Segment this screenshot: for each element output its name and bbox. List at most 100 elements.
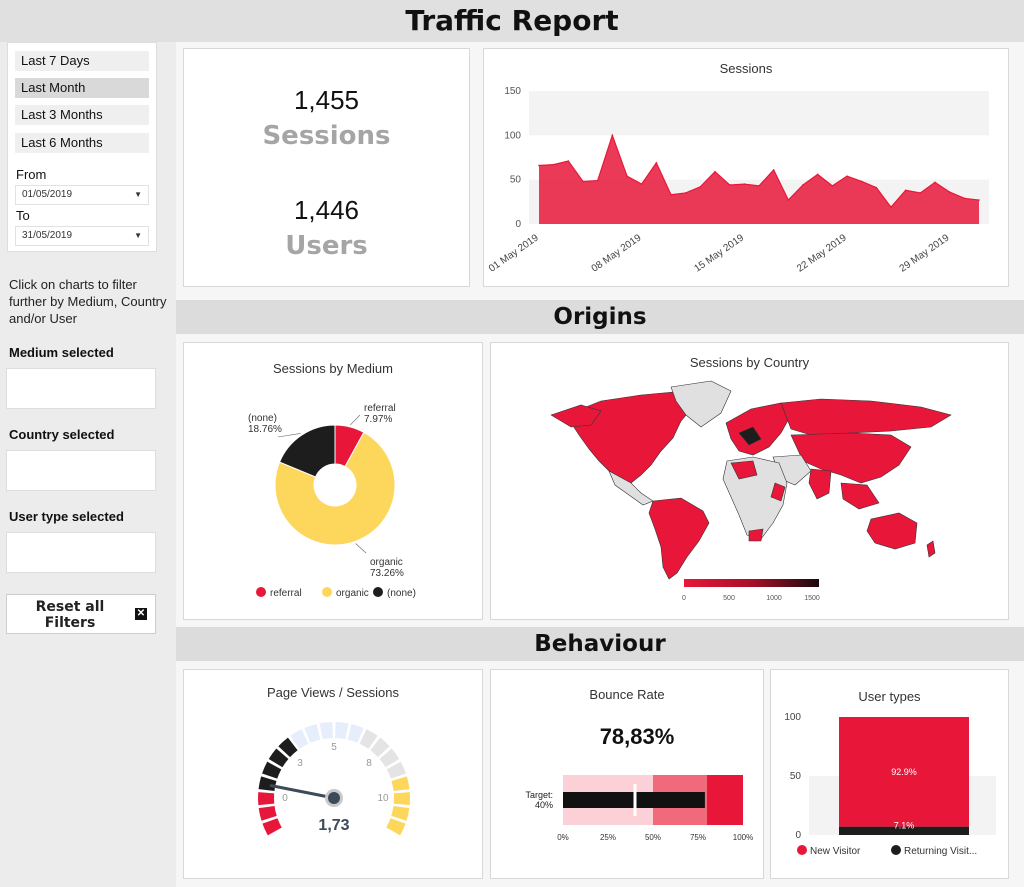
- country-chart-title: Sessions by Country: [689, 355, 810, 370]
- map-region-southeast-asia: [840, 482, 880, 510]
- gauge-segment: [258, 805, 277, 821]
- filter-sidebar: Last 7 Days Last Month Last 3 Months Las…: [0, 42, 176, 887]
- colorbar-tick-1500: 1500: [804, 595, 820, 602]
- y-tick-label: 150: [504, 86, 521, 97]
- legend-label: (none): [387, 588, 416, 599]
- map-region-south-africa: [748, 528, 764, 542]
- medium-selected-box: [6, 368, 156, 409]
- report-header: Traffic Report: [0, 0, 1024, 42]
- country-map-card[interactable]: Sessions by Country: [490, 342, 1009, 620]
- gauge-tick-label: 0: [282, 793, 288, 804]
- medium-chart-title: Sessions by Medium: [273, 361, 393, 376]
- donut-label-percent: 18.76%: [248, 424, 282, 435]
- map-region-asia: [790, 432, 912, 484]
- sessions-value: 1,455: [293, 85, 360, 115]
- gauge-hub: [328, 792, 340, 804]
- country-selected-label: Country selected: [9, 427, 115, 442]
- colorbar-tick-1000: 1000: [766, 595, 782, 602]
- gauge-segment: [258, 776, 277, 791]
- bullet-target-label: Target:: [525, 790, 553, 800]
- origins-title: Origins: [553, 304, 647, 330]
- sessions-point: [846, 175, 848, 177]
- gauge-segment: [391, 805, 410, 821]
- gauge-segment: [370, 737, 390, 758]
- sessions-area-chart[interactable]: 0 50 100 150 01 May 2019 08 May 2019 15 May 20…: [484, 49, 1010, 288]
- y-tick-label: 0: [515, 219, 521, 230]
- pageviews-gauge-card[interactable]: Page Views / Sessions 0 3 5 8 10 1,73: [183, 669, 483, 879]
- origins-section-header: Origins: [176, 300, 1024, 334]
- user-types-stacked-bar[interactable]: 0 50 100 92.9% 7.1% New Visitor Returning Visi…: [771, 670, 1010, 880]
- sessions-point: [904, 189, 907, 192]
- range-last-7-days-button[interactable]: Last 7 Days: [15, 51, 149, 71]
- bounce-rate-bullet[interactable]: 78,83% Target:40% 0% 25% 50% 75% 100%: [491, 670, 765, 880]
- page-title: Traffic Report: [405, 4, 619, 37]
- medium-chart-card[interactable]: Sessions by Medium referral 7.97% organic 7…: [183, 342, 483, 620]
- bullet-band-high: [707, 775, 743, 825]
- y-tick-label: 50: [510, 175, 522, 186]
- chevron-down-icon: ▼: [134, 231, 142, 240]
- sessions-point: [890, 206, 892, 208]
- x-tick-label: 01 May 2019: [487, 232, 541, 274]
- y-tick-label: 0: [795, 830, 801, 841]
- bullet-tick-label: 50%: [645, 833, 661, 842]
- gauge-segment: [262, 818, 282, 836]
- behaviour-section-header: Behaviour: [176, 627, 1024, 661]
- legend-marker: [797, 845, 807, 855]
- y-tick-label: 100: [504, 130, 521, 141]
- from-date-select[interactable]: 01/05/2019 ▼: [15, 185, 149, 205]
- y-tick-label: 100: [784, 712, 801, 723]
- range-last-3-months-button[interactable]: Last 3 Months: [15, 105, 149, 125]
- sessions-point: [611, 134, 614, 137]
- map-region-south-america: [648, 497, 710, 580]
- sessions-point: [919, 192, 922, 194]
- sessions-point: [934, 181, 936, 184]
- sessions-point: [626, 175, 628, 177]
- reset-filters-button[interactable]: Reset all Filters ✕: [6, 594, 156, 634]
- sessions-point: [978, 199, 980, 201]
- colorbar-tick-0: 0: [682, 595, 686, 602]
- bullet-tick-label: 25%: [600, 833, 616, 842]
- sessions-chart-card[interactable]: Sessions 0 50 100 150 01 May 2019 08 May 2019…: [483, 48, 1009, 287]
- user-types-card[interactable]: User types 0 50 100 92.9% 7.1% New Visitor Ret…: [770, 669, 1009, 879]
- sessions-point: [963, 197, 966, 200]
- gauge-segment: [347, 724, 364, 743]
- gauge-segment: [258, 792, 275, 806]
- range-last-6-months-button[interactable]: Last 6 Months: [15, 133, 149, 153]
- legend-marker: [373, 587, 383, 597]
- bar-label-new: 92.9%: [891, 767, 917, 777]
- donut-leader-line: [355, 543, 367, 554]
- gauge-segment: [391, 776, 410, 791]
- donut-label-category: organic: [370, 557, 403, 568]
- chevron-down-icon: ▼: [134, 190, 142, 199]
- bar-returning-visitor: [839, 826, 969, 835]
- gauge-segment: [278, 737, 298, 758]
- donut-slice-organic: [274, 431, 396, 546]
- bounce-rate-card[interactable]: Bounce Rate 78,83% Target: 40% 0% 25% 50% 75% 1…: [490, 669, 764, 879]
- pageviews-chart-title: Page Views / Sessions: [267, 685, 399, 700]
- medium-selected-label: Medium selected: [9, 345, 114, 360]
- gauge-segment: [393, 792, 410, 806]
- pageviews-gauge[interactable]: 0 3 5 8 10 1,73: [184, 670, 484, 880]
- world-map[interactable]: 0 500 1000 1500: [491, 343, 1010, 621]
- bounce-chart-title: Bounce Rate: [589, 687, 665, 702]
- from-date-value: 01/05/2019: [22, 189, 73, 200]
- to-date-select[interactable]: 31/05/2019 ▼: [15, 226, 149, 246]
- sessions-point: [831, 185, 834, 187]
- grid-band: [529, 91, 989, 136]
- range-last-month-button[interactable]: Last Month: [15, 78, 149, 98]
- sessions-point: [728, 184, 731, 186]
- gauge-segment: [359, 729, 378, 749]
- map-region-russia: [780, 398, 952, 436]
- medium-donut-chart[interactable]: referral7.97%organic73.26%(none)18.76%re…: [184, 343, 484, 621]
- gauge-tick-label: 5: [331, 742, 337, 753]
- bullet-tick-label: 0%: [557, 833, 569, 842]
- donut-label-percent: 7.97%: [364, 414, 392, 425]
- x-tick-label: 08 May 2019: [590, 232, 644, 274]
- donut-leader-line: [277, 433, 301, 438]
- to-label: To: [16, 208, 30, 223]
- sessions-point: [860, 180, 863, 183]
- legend-label: New Visitor: [810, 846, 861, 857]
- sessions-point: [582, 180, 584, 183]
- gauge-segment: [262, 761, 282, 779]
- close-icon: ✕: [135, 608, 147, 620]
